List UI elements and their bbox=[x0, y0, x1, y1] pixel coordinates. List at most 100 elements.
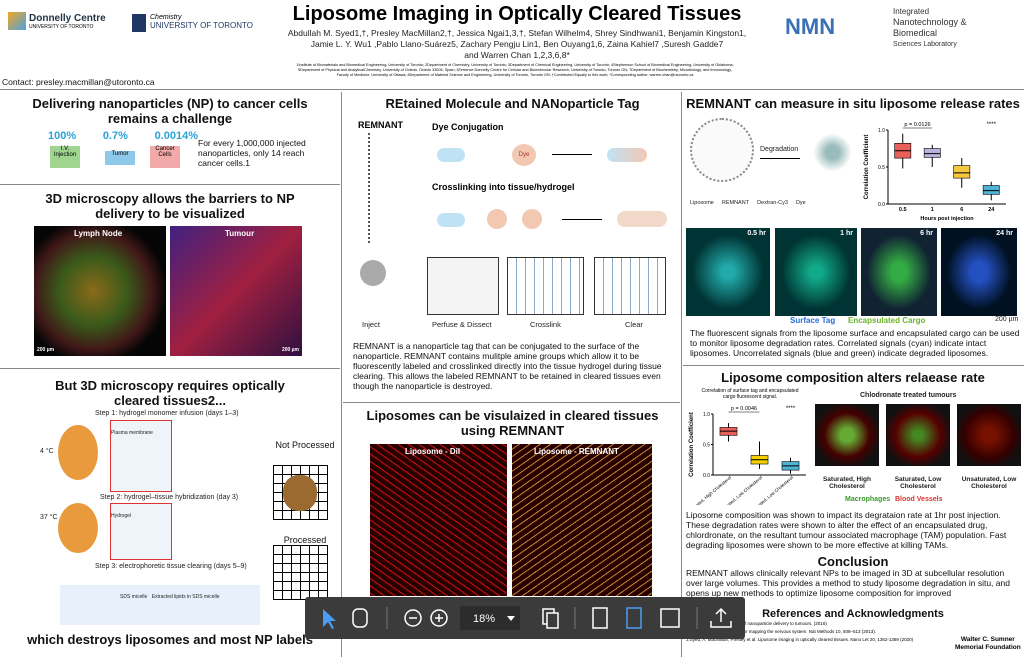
text: Hydrogel bbox=[111, 513, 132, 519]
x-tick-label: 24 bbox=[988, 207, 995, 213]
label: Chlodronate treated tumours bbox=[860, 392, 957, 399]
reaction bbox=[432, 205, 672, 235]
text: Nanotechnology & bbox=[893, 17, 967, 27]
significance: **** bbox=[987, 122, 997, 128]
temp: 37 °C bbox=[40, 514, 58, 521]
step: Step 2: hydrogel–tissue hybridization (d… bbox=[100, 494, 239, 501]
label: Macrophages bbox=[845, 496, 891, 503]
fullscreen[interactable] bbox=[660, 608, 680, 628]
heading: 3D microscopy allows the barriers to NP … bbox=[45, 191, 295, 221]
label: Encapsulated Cargo bbox=[848, 316, 926, 325]
text: Extracted lipids in SDS micelle bbox=[151, 594, 220, 600]
text: Liposome bbox=[690, 200, 714, 206]
logo-donnelly: Donnelly Centre UNIVERSITY OF TORONTO bbox=[8, 12, 118, 30]
label: 200 µm bbox=[281, 347, 299, 353]
box: I.V. Injection bbox=[50, 146, 80, 168]
y-tick-label: 0.0 bbox=[703, 473, 710, 479]
text: SDS micelle bbox=[120, 594, 148, 600]
image bbox=[886, 404, 950, 466]
label: Liposome - DiI bbox=[405, 447, 461, 456]
label: Liposome - REMNANT bbox=[534, 447, 619, 456]
title: Liposome Imaging in Optically Cleared Ti… bbox=[292, 3, 742, 25]
sponsor: Walter C. Sumner Memorial Foundation bbox=[955, 636, 1021, 652]
label: Processed bbox=[283, 535, 327, 545]
paragraph: Liposome composition was shown to impact… bbox=[686, 510, 1007, 550]
step: Crosslink bbox=[530, 320, 561, 329]
step: Step 1: hydrogel monomer infusion (days … bbox=[95, 410, 239, 417]
fragments bbox=[810, 130, 855, 175]
fit-width[interactable] bbox=[592, 607, 608, 629]
heading: which destroys liposomes and most NP lab… bbox=[27, 632, 313, 647]
select-tool[interactable] bbox=[323, 609, 336, 629]
x-tick-label: 1 bbox=[931, 207, 934, 213]
text: 1Institute of Biomaterials and Biomedica… bbox=[296, 63, 734, 67]
inset: Plasma membrane bbox=[110, 420, 172, 492]
text: 0.0014% bbox=[154, 130, 198, 142]
image bbox=[815, 404, 879, 466]
image: 0.5 hr bbox=[686, 228, 770, 316]
percents: 100% 0.7% 0.0014% bbox=[48, 130, 198, 142]
label: Unsaturated, Low Cholesterol bbox=[961, 476, 1017, 490]
heading: References and Acknowledgments bbox=[762, 608, 944, 620]
authors: Abdullah M. Syed1,†, Presley MacMillan2,… bbox=[262, 28, 772, 61]
image: 1 hr bbox=[775, 228, 857, 316]
step: Clear bbox=[625, 320, 643, 329]
references: 1.Wilhelm, S. et al. Analysis of nanopar… bbox=[686, 620, 946, 644]
heading: Delivering nanoparticles (NP) to cancer … bbox=[32, 96, 308, 126]
p-value: p = 0.0126 bbox=[904, 122, 930, 128]
logo-nmn: NMN bbox=[785, 14, 836, 39]
workflow bbox=[352, 255, 670, 317]
text: Dye bbox=[512, 144, 536, 166]
heading: Conclusion bbox=[817, 554, 889, 569]
image bbox=[957, 404, 1021, 466]
text: and Warren Chan 1,2,3,6,8* bbox=[464, 50, 570, 60]
x-tick-label: 0.5 bbox=[899, 207, 907, 213]
heading: REtained Molecule and NANoparticle Tag bbox=[385, 96, 640, 111]
label: Lymph Node bbox=[74, 229, 123, 238]
y-tick-label: 0.5 bbox=[878, 165, 885, 171]
zoom-out[interactable] bbox=[404, 609, 422, 627]
image: Liposome - REMNANT bbox=[512, 444, 652, 596]
text: UNIVERSITY OF TORONTO bbox=[150, 21, 253, 30]
significance: **** bbox=[786, 406, 796, 412]
label: Crosslinking into tissue/hydrogel bbox=[432, 182, 575, 192]
paragraph: REMNANT allows clinically relevant NPs t… bbox=[686, 568, 1010, 598]
temp: 4 °C bbox=[40, 448, 54, 455]
step: Perfuse & Dissect bbox=[432, 320, 492, 329]
y-tick-label: 0.5 bbox=[703, 443, 710, 449]
text: Dye bbox=[795, 200, 806, 206]
zoom-value: 18% bbox=[473, 613, 495, 625]
box: Tumor bbox=[105, 151, 135, 165]
share[interactable] bbox=[710, 607, 732, 628]
legend: Liposome REMNANT Dextran-Cy3 Dye bbox=[690, 200, 870, 206]
inset: Hydrogel bbox=[110, 503, 172, 560]
text: Integrated bbox=[893, 7, 930, 16]
zoom-in[interactable] bbox=[430, 609, 448, 627]
chart-title: Correlation of surface tag and encapsula… bbox=[701, 388, 799, 400]
text: Biomedical bbox=[893, 28, 938, 38]
label: 6 hr bbox=[920, 230, 933, 237]
image: Liposome - DiI bbox=[370, 444, 507, 596]
paragraph: The fluorescent signals from the liposom… bbox=[690, 328, 1020, 358]
heading: Liposome composition alters relaease rat… bbox=[721, 370, 985, 385]
x-tick-label: Saturated, High Cholesterol bbox=[687, 475, 733, 505]
text: Walter C. Sumner bbox=[960, 636, 1015, 643]
reaction: Dye bbox=[432, 142, 672, 172]
affiliations: 1Institute of Biomaterials and Biomedica… bbox=[190, 63, 840, 78]
fit-page[interactable] bbox=[626, 607, 642, 629]
label: Degradation bbox=[760, 146, 799, 153]
y-tick-label: 1.0 bbox=[878, 128, 885, 134]
hand-tool[interactable] bbox=[352, 608, 368, 628]
x-label: Hours post injection bbox=[920, 216, 974, 222]
x-tick-label: 6 bbox=[960, 207, 963, 213]
text: 0.7% bbox=[102, 130, 128, 142]
molecule bbox=[368, 133, 392, 243]
y-tick-label: 1.0 bbox=[703, 412, 710, 418]
text: Abdullah M. Syed1,†, Presley MacMillan2,… bbox=[287, 28, 747, 38]
text: REMNANT bbox=[721, 200, 750, 206]
text: Sciences Laboratory bbox=[893, 41, 957, 48]
y-label: Correlation Coefficient bbox=[864, 135, 870, 200]
label: 1 hr bbox=[840, 230, 853, 237]
text: 3.Syed, A. MacMillan, Presley et al. Lip… bbox=[686, 637, 914, 642]
